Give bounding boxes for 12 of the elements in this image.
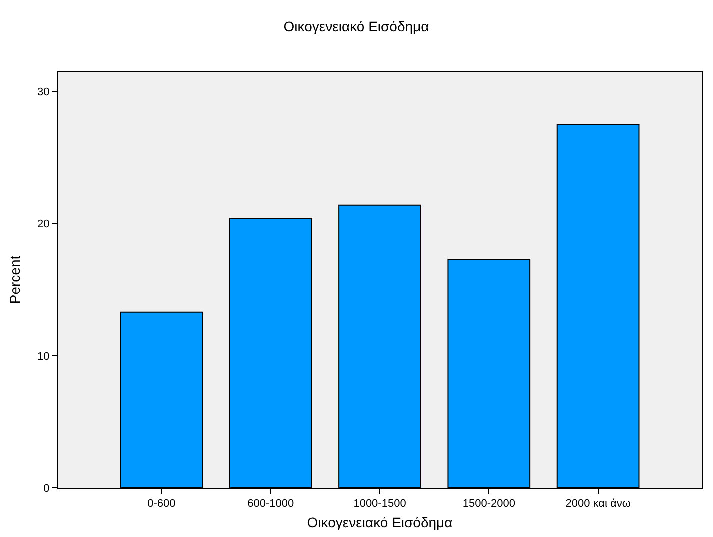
y-tick-label: 20 <box>38 218 50 231</box>
y-tick-label: 30 <box>38 86 50 99</box>
y-axis-title: Percent <box>7 256 23 304</box>
x-tick-label: 2000 και άνω <box>566 498 632 510</box>
x-tick-label: 1000-1500 <box>354 498 406 510</box>
y-tick-label: 10 <box>38 350 50 363</box>
x-tick-label: 0-600 <box>148 498 176 510</box>
x-axis-title: Οικογενειακό Εισόδημα <box>307 514 453 530</box>
x-tick-label: 1500-2000 <box>462 498 516 510</box>
x-tick-label: 600-1000 <box>248 498 294 510</box>
chart-title: Οικογενειακό Εισόδημα <box>284 18 430 34</box>
y-tick-label: 0 <box>44 482 50 495</box>
